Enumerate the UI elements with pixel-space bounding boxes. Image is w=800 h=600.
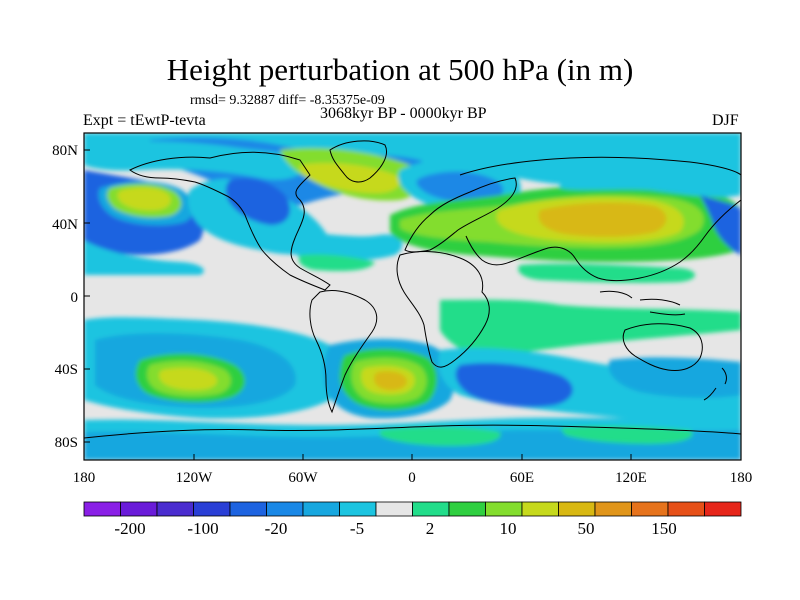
colorbar-swatch [339,501,377,517]
australia-outline [622,323,703,371]
colorbar-swatch [193,501,231,517]
lat-label-80s: 80S [55,435,78,451]
colorbar-swatch [266,501,304,517]
lon-label-0: 0 [408,470,416,486]
new-zealand-outline [703,367,727,401]
lon-label-120w: 120W [176,470,214,486]
tick-marks [83,149,742,460]
colorbar-label: 50 [578,519,595,538]
colorbar-swatch [120,501,158,517]
colorbar-label: 2 [426,519,435,538]
colorbar-swatch [485,501,523,517]
lon-label-60e: 60E [510,470,534,486]
south-america-outline [309,289,378,414]
lat-label-80n: 80N [52,143,78,159]
north-america-outline [129,151,331,291]
colorbar-swatch [448,501,486,517]
plot-title: Height perturbation at 500 hPa (in m) [166,52,634,87]
lon-label-180e: 180 [730,470,753,486]
colorbar [83,501,742,517]
africa-outline [396,251,490,368]
colorbar-label: -20 [265,519,288,538]
colorbar-labels: -200 -100 -20 -5 2 10 50 150 [114,519,676,538]
period-label: 3068kyr BP - 0000kyr BP [320,105,487,122]
lon-label-180w: 180 [73,470,96,486]
colorbar-swatch [83,501,121,517]
height-field [84,133,741,460]
indonesia-outline [599,290,686,316]
asia-outline [459,156,741,282]
colorbar-swatch [302,501,340,517]
antarctica-outline [84,424,741,439]
colorbar-swatch [704,501,742,517]
colorbar-label: -5 [350,519,364,538]
colorbar-label: 150 [651,519,677,538]
colorbar-swatch [594,501,632,517]
lat-label-40s: 40S [55,362,78,378]
colorbar-label: -200 [114,519,145,538]
lon-label-60w: 60W [288,470,318,486]
greenland-outline [329,140,387,183]
colorbar-swatch [521,501,559,517]
colorbar-swatch [631,501,669,517]
colorbar-swatch [558,501,596,517]
colorbar-swatch [229,501,267,517]
colorbar-swatch [412,501,450,517]
lon-label-120e: 120E [615,470,647,486]
lat-label-0: 0 [71,290,79,306]
colorbar-swatch [156,501,194,517]
europe-outline [404,177,517,253]
season-label: DJF [712,112,739,129]
experiment-label: Expt = tEwtP-tevta [83,112,206,129]
lat-label-40n: 40N [52,217,78,233]
colorbar-label: -100 [187,519,218,538]
coastlines [84,140,741,439]
colorbar-label: 10 [500,519,517,538]
stats-label: rmsd= 9.32887 diff= -8.35375e-09 [190,93,385,108]
colorbar-swatch [375,501,413,517]
colorbar-swatch [667,501,705,517]
